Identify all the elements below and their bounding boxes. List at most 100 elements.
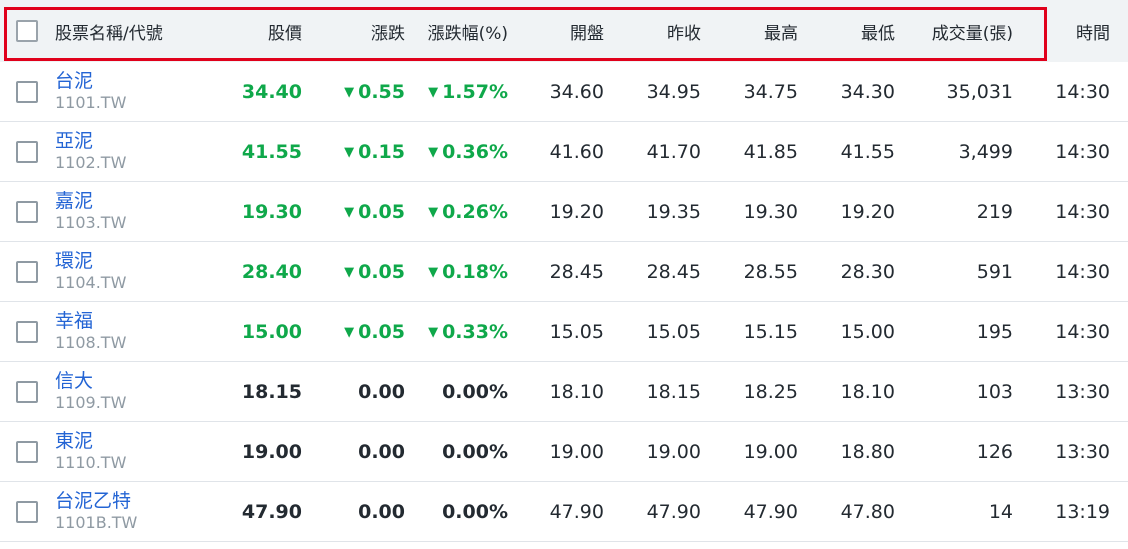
stock-name-cell: 嘉泥 1103.TW xyxy=(55,189,126,233)
column-header-name[interactable]: 股票名稱/代號 xyxy=(55,23,163,44)
low-cell-value: 28.30 xyxy=(840,260,895,283)
time-cell: 13:19 xyxy=(1055,501,1110,523)
volume-cell: 126 xyxy=(977,441,1013,463)
column-header-change[interactable]: 漲跌 xyxy=(371,23,405,44)
table-row[interactable]: 東泥 1110.TW 19.00 0.00 0.00% 19.00 19.00 19.00 18… xyxy=(0,422,1128,482)
row-checkbox[interactable] xyxy=(16,260,38,283)
prev-close-cell-value: 34.95 xyxy=(646,80,701,103)
open-cell: 19.00 xyxy=(550,441,604,463)
column-header-low[interactable]: 最低 xyxy=(861,23,895,44)
low-cell-value: 34.30 xyxy=(840,80,895,103)
stock-name-link[interactable]: 台泥乙特 xyxy=(55,490,132,512)
change-pct-cell: 0.00% xyxy=(442,501,508,523)
low-cell: 15.00 xyxy=(841,321,895,343)
low-cell-value: 41.55 xyxy=(840,140,895,163)
stock-name-link[interactable]: 嘉泥 xyxy=(55,190,94,212)
table-row[interactable]: 台泥 1101.TW 34.40 ▼ 0.55 ▼ 1.57% 34.60 34.95 34.75… xyxy=(0,62,1128,122)
column-header-change-pct[interactable]: 漲跌幅(%) xyxy=(427,23,508,44)
change-pct-cell: ▼ 0.26% xyxy=(428,201,508,223)
column-header-time[interactable]: 時間 xyxy=(1076,23,1110,44)
stock-name-link[interactable]: 幸福 xyxy=(55,310,94,332)
open-cell-value: 19.00 xyxy=(549,440,604,463)
time-cell-value: 14:30 xyxy=(1055,140,1110,163)
table-row[interactable]: 嘉泥 1103.TW 19.30 ▼ 0.05 ▼ 0.26% 19.20 19.35 19.30… xyxy=(0,182,1128,242)
select-all-checkbox[interactable] xyxy=(16,20,38,42)
table-row[interactable]: 亞泥 1102.TW 41.55 ▼ 0.15 ▼ 0.36% 41.60 41.70 41.85… xyxy=(0,122,1128,182)
low-cell: 19.20 xyxy=(841,201,895,223)
change-cell: 0.00 xyxy=(358,501,405,523)
prev-close-cell: 47.90 xyxy=(647,501,701,523)
row-checkbox[interactable] xyxy=(16,440,38,463)
stock-name-link[interactable]: 台泥 xyxy=(55,70,94,92)
down-triangle-icon: ▼ xyxy=(428,144,439,160)
high-cell: 19.30 xyxy=(744,201,798,223)
column-header-prev-close[interactable]: 昨收 xyxy=(667,23,701,44)
stock-name-link[interactable]: 亞泥 xyxy=(55,130,94,152)
prev-close-cell: 15.05 xyxy=(647,321,701,343)
table-row[interactable]: 信大 1109.TW 18.15 0.00 0.00% 18.10 18.15 18.25 18… xyxy=(0,362,1128,422)
volume-cell: 35,031 xyxy=(947,81,1013,103)
change-cell-value: 0.00 xyxy=(358,380,405,403)
change-cell: ▼ 0.05 xyxy=(344,261,405,283)
low-cell-value: 47.80 xyxy=(840,500,895,523)
row-checkbox[interactable] xyxy=(16,320,38,343)
row-checkbox[interactable] xyxy=(16,80,38,103)
high-cell: 34.75 xyxy=(744,81,798,103)
high-cell-value: 47.90 xyxy=(743,500,798,523)
low-cell-value: 18.80 xyxy=(840,440,895,463)
row-checkbox[interactable] xyxy=(16,500,38,523)
table-row[interactable]: 幸福 1108.TW 15.00 ▼ 0.05 ▼ 0.33% 15.05 15.05 15.15… xyxy=(0,302,1128,362)
stock-code: 1109.TW xyxy=(55,393,127,412)
volume-cell-value: 219 xyxy=(976,200,1013,223)
open-cell-value: 28.45 xyxy=(549,260,604,283)
down-triangle-icon: ▼ xyxy=(428,84,439,100)
change-pct-cell-value: 0.00% xyxy=(442,440,508,463)
down-triangle-icon: ▼ xyxy=(344,324,355,340)
price-cell-value: 15.00 xyxy=(241,320,302,343)
column-header-volume[interactable]: 成交量(張) xyxy=(931,23,1013,44)
change-pct-cell-value: 1.57% xyxy=(442,80,508,103)
low-cell: 18.10 xyxy=(841,381,895,403)
row-checkbox[interactable] xyxy=(16,380,38,403)
prev-close-cell: 34.95 xyxy=(647,81,701,103)
row-checkbox[interactable] xyxy=(16,200,38,223)
volume-cell: 219 xyxy=(977,201,1013,223)
prev-close-cell-value: 19.35 xyxy=(646,200,701,223)
price-cell-value: 19.00 xyxy=(241,440,302,463)
time-cell: 14:30 xyxy=(1055,261,1110,283)
column-header-open[interactable]: 開盤 xyxy=(570,23,604,44)
time-cell-value: 13:19 xyxy=(1055,500,1110,523)
prev-close-cell: 19.35 xyxy=(647,201,701,223)
change-cell-value: 0.15 xyxy=(358,140,405,163)
row-checkbox[interactable] xyxy=(16,140,38,163)
low-cell: 18.80 xyxy=(841,441,895,463)
volume-cell: 3,499 xyxy=(959,141,1013,163)
stock-name-cell: 環泥 1104.TW xyxy=(55,249,126,293)
high-cell: 28.55 xyxy=(744,261,798,283)
stock-name-link[interactable]: 信大 xyxy=(55,370,94,392)
time-cell-value: 14:30 xyxy=(1055,320,1110,343)
stock-name-link[interactable]: 環泥 xyxy=(55,250,94,272)
volume-cell-value: 103 xyxy=(976,380,1013,403)
open-cell: 15.05 xyxy=(550,321,604,343)
low-cell-value: 15.00 xyxy=(840,320,895,343)
column-header-high[interactable]: 最高 xyxy=(764,23,798,44)
price-cell: 15.00 xyxy=(242,321,302,343)
change-pct-cell-value: 0.36% xyxy=(442,140,508,163)
stock-code: 1108.TW xyxy=(55,333,127,352)
high-cell: 18.25 xyxy=(744,381,798,403)
table-row[interactable]: 環泥 1104.TW 28.40 ▼ 0.05 ▼ 0.18% 28.45 28.45 28.55… xyxy=(0,242,1128,302)
change-cell: ▼ 0.05 xyxy=(344,201,405,223)
price-cell-value: 47.90 xyxy=(241,500,302,523)
stock-code: 1103.TW xyxy=(55,213,127,232)
volume-cell: 591 xyxy=(977,261,1013,283)
open-cell: 19.20 xyxy=(550,201,604,223)
change-cell: ▼ 0.05 xyxy=(344,321,405,343)
prev-close-cell-value: 47.90 xyxy=(646,500,701,523)
low-cell: 41.55 xyxy=(841,141,895,163)
table-row[interactable]: 台泥乙特 1101B.TW 47.90 0.00 0.00% 47.90 47.90 47.9… xyxy=(0,482,1128,542)
stock-name-link[interactable]: 東泥 xyxy=(55,430,94,452)
change-cell-value: 0.05 xyxy=(358,320,405,343)
column-header-price[interactable]: 股價 xyxy=(268,23,302,44)
